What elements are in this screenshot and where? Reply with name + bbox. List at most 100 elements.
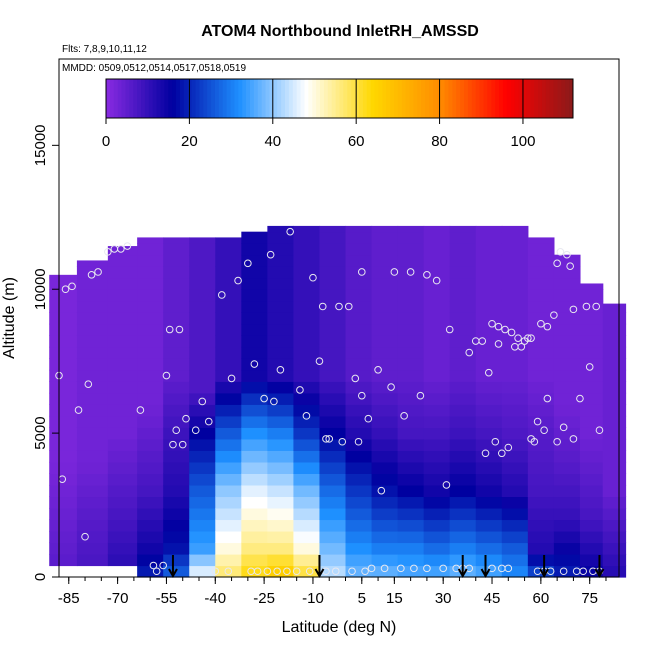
heatmap-cell — [579, 369, 604, 382]
heatmap-cell — [345, 335, 373, 348]
heatmap-cell — [319, 277, 347, 290]
data-point — [361, 567, 369, 576]
data-point — [244, 259, 252, 268]
heatmap-cell — [527, 323, 555, 336]
colorbar-segment — [409, 79, 414, 118]
heatmap-cell — [602, 369, 627, 382]
heatmap-cell — [475, 404, 503, 417]
data-point — [592, 302, 601, 311]
colorbar-segment — [475, 79, 481, 118]
heatmap-cell — [163, 381, 190, 394]
heatmap-cell — [267, 392, 295, 405]
data-point — [566, 262, 574, 271]
heatmap-cell — [76, 542, 109, 555]
colorbar-segment — [456, 79, 461, 118]
heatmap-cell — [371, 346, 399, 359]
heatmap-cell — [49, 300, 78, 313]
heatmap-cell — [579, 473, 604, 486]
heatmap-cell — [449, 461, 477, 474]
colorbar-segment — [351, 79, 356, 118]
heatmap-cell — [137, 254, 164, 267]
colorbar-segment — [413, 79, 418, 118]
heatmap-cell — [449, 381, 477, 394]
data-point — [224, 567, 233, 576]
colorbar-segment — [253, 79, 259, 118]
heatmap-cell — [423, 438, 451, 451]
heatmap-cell — [319, 519, 347, 532]
colorbar-segment — [382, 79, 387, 118]
heatmap-cell — [579, 542, 604, 555]
data-point — [152, 567, 161, 576]
data-point — [149, 561, 158, 570]
heatmap-cell — [267, 381, 295, 394]
data-point — [123, 242, 132, 250]
heatmap-cell — [553, 312, 581, 325]
heatmap-cell — [215, 450, 242, 463]
heatmap-cell — [449, 392, 477, 405]
data-point — [406, 268, 415, 276]
colorbar-segment — [191, 79, 197, 118]
heatmap-cell — [397, 427, 425, 440]
heatmap-cell — [293, 392, 321, 405]
data-point — [537, 319, 545, 328]
heatmap-cell — [319, 450, 347, 463]
heatmap-cell — [49, 358, 78, 371]
colorbar-segment — [133, 79, 138, 118]
heatmap-cell — [49, 404, 78, 417]
heatmap-cell — [397, 312, 425, 325]
heatmap-cell — [293, 473, 321, 486]
heatmap-cell — [475, 461, 503, 474]
heatmap-cell — [189, 542, 216, 555]
heatmap-cell — [267, 461, 295, 474]
heatmap-cell — [215, 300, 242, 313]
heatmap-cell — [527, 496, 555, 509]
heatmap-cell — [371, 461, 399, 474]
heatmap-cell — [215, 381, 242, 394]
heatmap-cell — [76, 461, 109, 474]
heatmap-cell — [449, 225, 477, 233]
heatmap-cell — [579, 415, 604, 428]
heatmap-cell — [449, 369, 477, 382]
heatmap-cell — [137, 237, 164, 244]
heatmap-cell — [475, 358, 503, 371]
heatmap-cell — [76, 415, 109, 428]
heatmap-cell — [553, 496, 581, 509]
heatmap-cell — [107, 381, 138, 394]
heatmap-cell — [501, 254, 529, 267]
colorbar-tick-label: 100 — [510, 133, 535, 150]
heatmap-cell — [293, 450, 321, 463]
colorbar-segment — [203, 79, 208, 118]
heatmap-cell — [241, 312, 268, 325]
heatmap-cell — [267, 346, 295, 359]
colorbar-segment — [214, 79, 220, 118]
data-point — [104, 248, 112, 256]
heatmap-column — [449, 225, 477, 578]
heatmap-cell — [579, 283, 604, 290]
heatmap-cell — [189, 519, 216, 532]
data-point — [322, 435, 330, 443]
heatmap-cell — [553, 450, 581, 463]
heatmap-cell — [267, 427, 295, 440]
heatmap-cell — [107, 507, 138, 521]
colorbar-segment — [537, 79, 543, 118]
heatmap-cell — [293, 484, 321, 498]
data-point — [61, 285, 70, 294]
heatmap-cell — [371, 243, 399, 256]
data-point — [559, 567, 568, 576]
data-point — [162, 371, 171, 380]
x-tick-label: 60 — [533, 590, 550, 607]
heatmap-cell — [189, 438, 216, 451]
heatmap-cell — [241, 254, 268, 267]
heatmap-cell — [137, 369, 164, 382]
heatmap-cell — [107, 392, 138, 405]
colorbar-segment — [339, 79, 344, 118]
colorbar-segment — [425, 79, 430, 118]
heatmap-cell — [189, 254, 216, 267]
heatmap-cell — [397, 519, 425, 532]
heatmap-cell — [527, 277, 555, 290]
heatmap-cell — [602, 335, 627, 348]
heatmap-column — [475, 225, 503, 578]
heatmap-cell — [189, 277, 216, 290]
data-point — [309, 273, 317, 282]
